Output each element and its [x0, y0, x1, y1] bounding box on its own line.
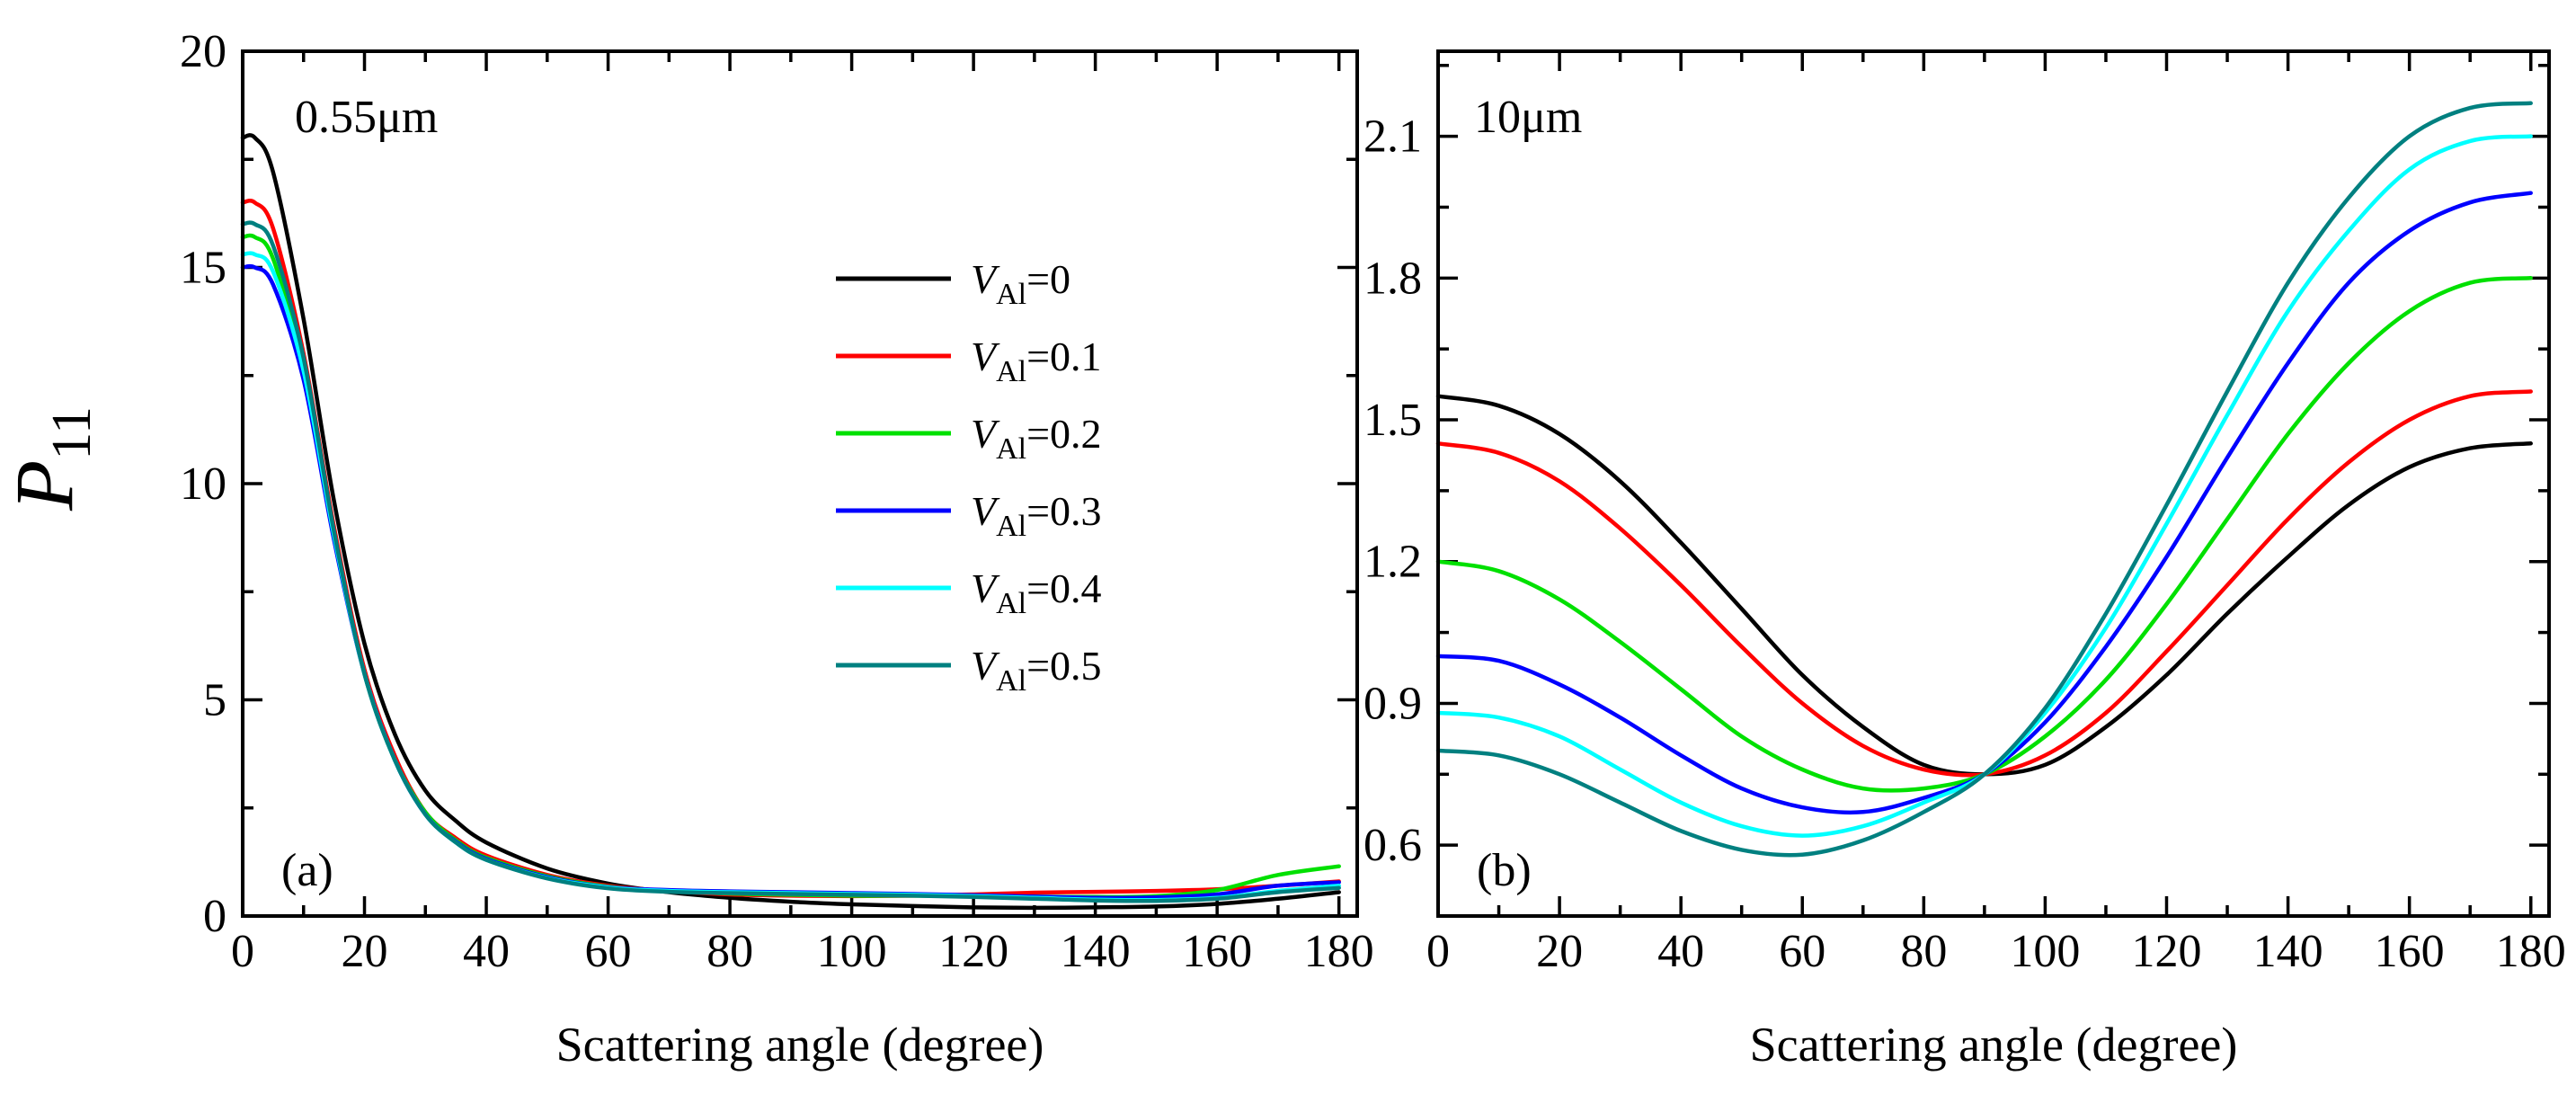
legend: VAl=0 VAl=0.1 VAl=0.2 VAl=0.3 VAl=0.4 VAl=0.5: [836, 256, 1102, 698]
x-tick-label: 160: [1182, 926, 1252, 977]
x-tick-label: 40: [463, 926, 510, 977]
series-line: [240, 133, 1341, 911]
series-line: [1435, 191, 2533, 815]
panel-b-x-axis-label: Scattering angle (degree): [1750, 1018, 2238, 1072]
y-tick-label: 0.6: [1364, 820, 1422, 871]
series-line: [240, 233, 1341, 900]
legend-label: VAl=0.4: [971, 565, 1102, 620]
y-axis-label: P11: [0, 406, 102, 511]
legend-label: VAl=0.3: [971, 488, 1102, 543]
panel-a-frame: [241, 49, 1359, 918]
panel-a-grid-ticks: 0 20 40 60 80 100 120 140 160 180 0 5 10 15 20: [180, 26, 1374, 977]
legend-label: VAl=0.1: [971, 334, 1102, 388]
x-tick-label: 180: [2496, 926, 2566, 977]
series-line: [240, 263, 1341, 901]
series-line: [1435, 101, 2533, 858]
y-axis-label-sub: 11: [41, 406, 102, 460]
x-tick-label: 0: [231, 926, 254, 977]
x-tick-label: 40: [1657, 926, 1704, 977]
x-tick-label: 160: [2375, 926, 2445, 977]
y-tick-label: 1.5: [1364, 395, 1422, 446]
x-tick-label: 120: [938, 926, 1008, 977]
y-tick-label: 1.2: [1364, 537, 1422, 588]
panel-a-label: (a): [281, 845, 333, 896]
series-line: [1435, 389, 2533, 778]
x-tick-label: 80: [706, 926, 753, 977]
x-tick-label: 120: [2131, 926, 2201, 977]
legend-label: VAl=0: [971, 256, 1070, 311]
series-line: [1435, 394, 2533, 777]
y-tick-label: 0.9: [1364, 678, 1422, 729]
x-tick-label: 60: [585, 926, 632, 977]
y-tick-label: 1.8: [1364, 253, 1422, 304]
x-tick-label: 20: [1536, 926, 1583, 977]
panel-a-x-axis-label: Scattering angle (degree): [556, 1018, 1044, 1072]
x-tick-label: 80: [1900, 926, 1947, 977]
y-axis-label-main: P: [0, 460, 90, 511]
y-tick-label: 20: [180, 26, 227, 77]
panel-b: 0 20 40 60 80 100 120 140 160 180 0.6 0.9 1.2 1.5 1.8 2…: [1364, 49, 2566, 1072]
x-tick-label: 100: [817, 926, 887, 977]
x-tick-label: 180: [1304, 926, 1374, 977]
x-tick-label: 60: [1779, 926, 1825, 977]
y-tick-label: 10: [180, 458, 227, 510]
panel-b-grid-ticks: 0 20 40 60 80 100 120 140 160 180 0.6 0.9 1.2 1.5 1.8 2…: [1364, 51, 2566, 977]
x-tick-label: 140: [2253, 926, 2323, 977]
panel-b-label: (b): [1477, 845, 1532, 896]
series-line: [240, 198, 1341, 899]
x-tick-label: 140: [1061, 926, 1131, 977]
panel-b-frame: [1436, 49, 2551, 918]
y-tick-label: 0: [203, 891, 227, 942]
x-tick-label: 100: [2010, 926, 2080, 977]
panel-a-annotation: 0.55μm: [295, 92, 438, 143]
series-line: [1435, 134, 2533, 838]
y-tick-label: 2.1: [1364, 111, 1422, 163]
legend-label: VAl=0.5: [971, 643, 1102, 698]
y-tick-label: 15: [180, 243, 227, 294]
panel-b-series: [1435, 101, 2533, 858]
series-line: [240, 251, 1341, 903]
legend-label: VAl=0.2: [971, 411, 1102, 466]
panel-b-annotation: 10μm: [1474, 92, 1582, 143]
x-tick-label: 20: [342, 926, 388, 977]
series-line: [1435, 276, 2533, 793]
y-tick-label: 5: [203, 675, 227, 726]
series-line: [240, 220, 1341, 903]
x-tick-label: 0: [1426, 926, 1450, 977]
panel-a-series: [240, 133, 1341, 911]
